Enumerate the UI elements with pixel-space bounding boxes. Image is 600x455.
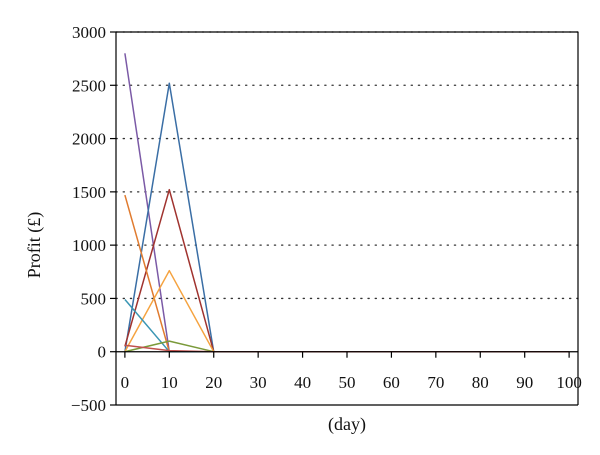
series-line-7 [124, 340, 570, 353]
x-axis-title: (day) [328, 414, 366, 435]
x-tick-label-90: 90 [516, 373, 533, 392]
x-tick-label-30: 30 [250, 373, 267, 392]
x-tick-label-0: 0 [121, 373, 130, 392]
y-tick-label-2500: 2500 [72, 76, 106, 95]
x-tick-labels: 0 10 20 30 40 50 60 70 80 90 100 [121, 351, 582, 392]
x-tick-label-40: 40 [294, 373, 311, 392]
series-lines [124, 53, 570, 353]
x-tick-label-100: 100 [556, 373, 582, 392]
series-line-6 [124, 299, 570, 353]
x-tick-label-10: 10 [161, 373, 178, 392]
y-tick-label-3000: 3000 [72, 23, 106, 42]
y-tick-label-500: 500 [81, 289, 107, 308]
series-line-5 [124, 269, 570, 353]
y-tick-label-1500: 1500 [72, 183, 106, 202]
y-tick-label--500: −500 [71, 396, 106, 415]
x-tick-label-50: 50 [339, 373, 356, 392]
y-tick-label-2000: 2000 [72, 130, 106, 149]
y-tick-label-0: 0 [98, 343, 107, 362]
y-tick-labels: −500 0 500 1000 1500 2000 2500 3000 [71, 23, 116, 415]
x-tick-label-80: 80 [472, 373, 489, 392]
x-tick-label-60: 60 [383, 373, 400, 392]
axes [115, 31, 579, 406]
grid-lines [115, 31, 579, 300]
y-tick-label-1000: 1000 [72, 236, 106, 255]
x-tick-label-20: 20 [205, 373, 222, 392]
y-axis-title: Profit (£) [24, 212, 45, 279]
series-line-1 [124, 53, 570, 353]
x-tick-label-70: 70 [427, 373, 444, 392]
